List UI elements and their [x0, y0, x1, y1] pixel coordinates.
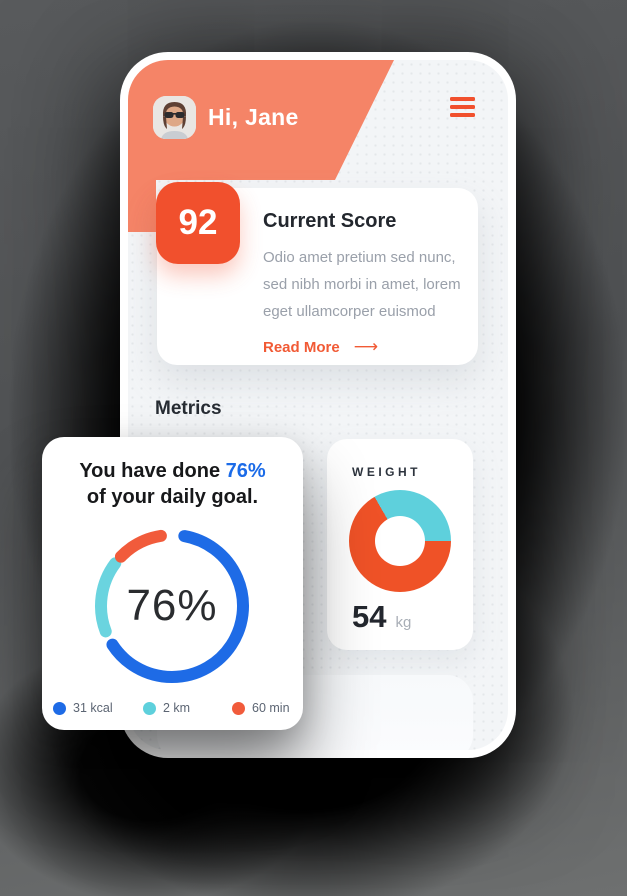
- donut-hole: [375, 516, 425, 566]
- daily-goal-card: You have done 76% of your daily goal. 76…: [42, 437, 303, 730]
- legend-label: 60 min: [252, 701, 290, 715]
- current-score-card: 92 Current Score Odio amet pretium sed n…: [156, 182, 478, 365]
- hamburger-bar: [450, 104, 475, 110]
- phone-screen: Hi, Jane 92 Current Score Odio amet pret…: [128, 60, 508, 750]
- legend-item-min: 60 min: [232, 701, 290, 715]
- goal-percent-value: 76%: [126, 581, 218, 630]
- progress-ring-chart: [95, 529, 249, 683]
- greeting-text: Hi, Jane: [208, 104, 299, 130]
- ring-segment-distance: [95, 557, 122, 638]
- legend-item-km: 2 km: [143, 701, 190, 715]
- legend-dot-orange: [232, 701, 245, 715]
- metrics-heading: Metrics: [155, 398, 222, 419]
- goal-title: You have done 76% of your daily goal.: [42, 458, 303, 510]
- right-arrow-icon: ⟶: [353, 337, 379, 356]
- score-title: Current Score: [263, 210, 397, 232]
- goal-progress-ring: 76%: [92, 526, 252, 686]
- score-badge: 92: [156, 182, 240, 264]
- ring-segment-time: [114, 529, 167, 563]
- hamburger-bar: [450, 97, 475, 102]
- goal-legend: 31 kcal 2 km 60 min: [42, 701, 303, 721]
- avatar-image: [153, 96, 196, 139]
- weight-unit: kg: [395, 614, 412, 631]
- weight-value-row: 54 kg: [352, 599, 411, 635]
- score-content: Current Score Odio amet pretium sed nunc…: [263, 210, 463, 357]
- weight-card: WEIGHT 54 kg: [327, 439, 473, 650]
- weight-number: 54: [352, 599, 387, 634]
- phone-frame: Hi, Jane 92 Current Score Odio amet pret…: [120, 52, 516, 758]
- read-more-label: Read More: [263, 338, 340, 356]
- legend-label: 2 km: [163, 701, 191, 715]
- goal-title-prefix: You have done: [79, 460, 226, 482]
- weight-donut-chart: [349, 490, 451, 592]
- hamburger-menu-icon[interactable]: [450, 97, 475, 117]
- ring-segment-calories: [106, 530, 249, 683]
- goal-title-line2: of your daily goal.: [86, 486, 259, 508]
- legend-item-kcal: 31 kcal: [53, 701, 113, 715]
- legend-label: 31 kcal: [73, 701, 113, 715]
- goal-title-percent: 76%: [225, 460, 266, 482]
- weight-label: WEIGHT: [352, 465, 421, 479]
- legend-dot-blue: [53, 701, 66, 715]
- hamburger-bar: [450, 112, 475, 117]
- score-description: Odio amet pretium sed nunc, sed nibh mor…: [263, 249, 461, 320]
- read-more-link[interactable]: Read More ⟶: [263, 337, 463, 357]
- legend-dot-teal: [143, 701, 156, 715]
- avatar[interactable]: [153, 96, 196, 139]
